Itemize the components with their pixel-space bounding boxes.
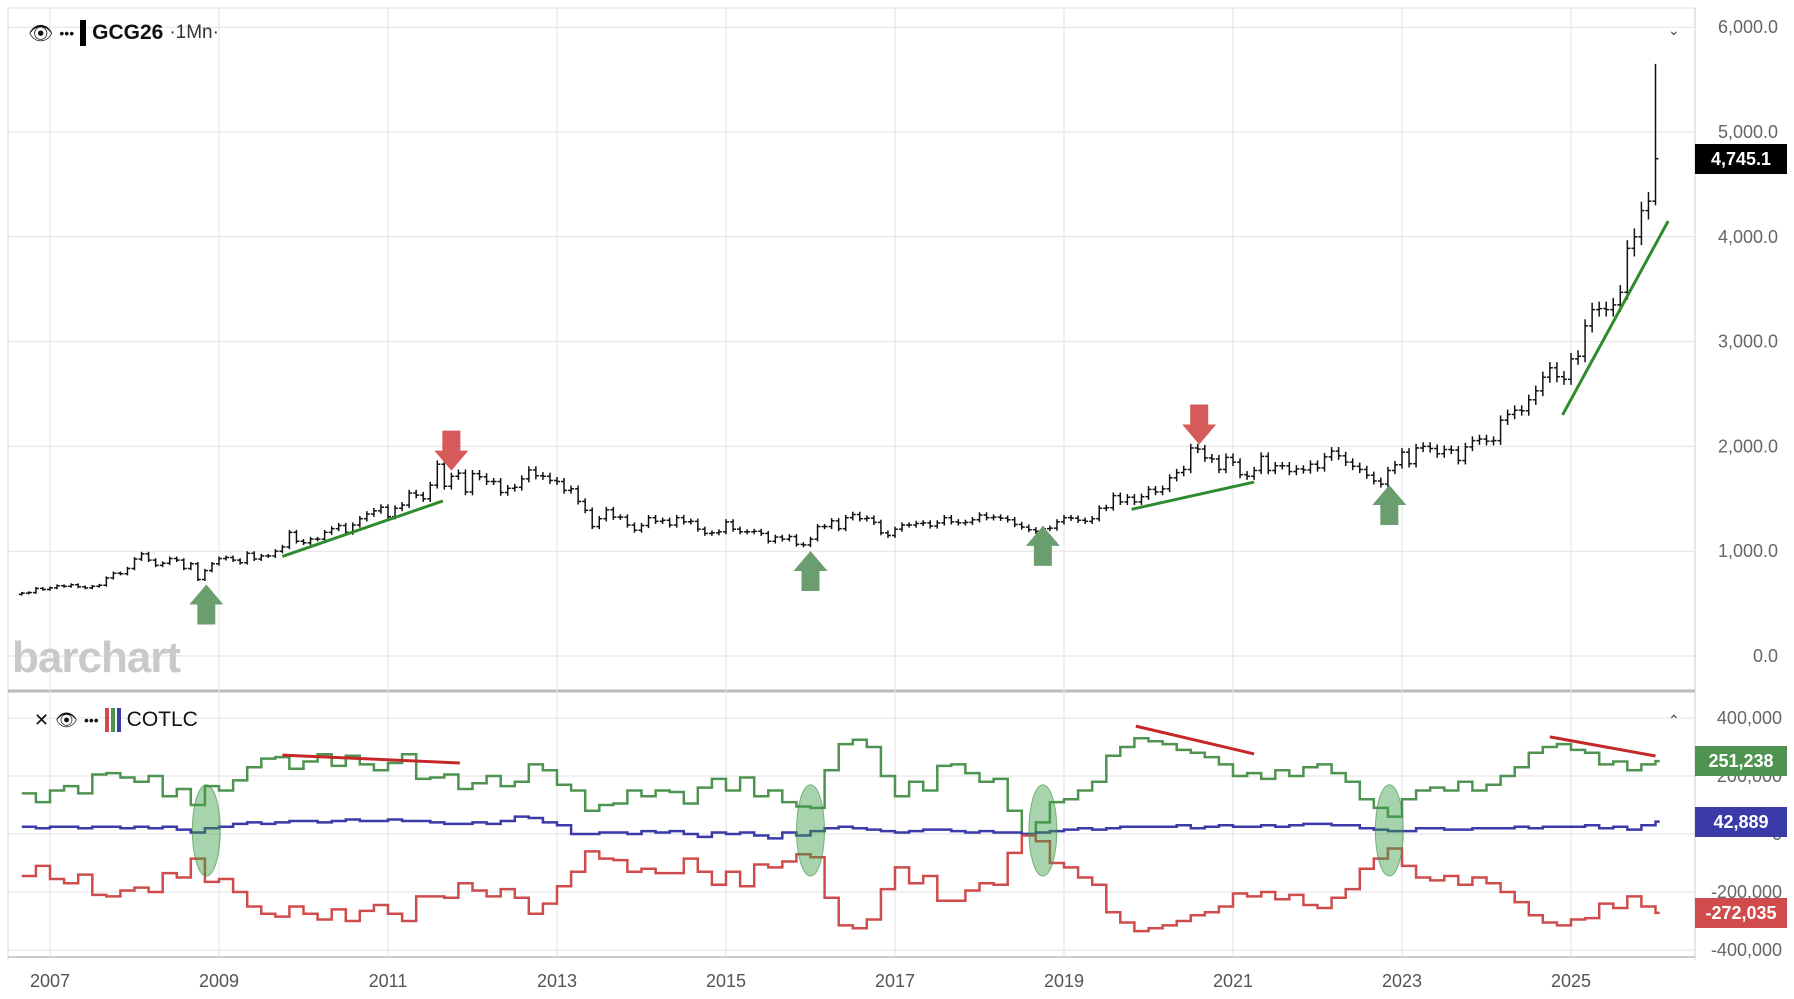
x-tick-label: 2015	[706, 971, 746, 991]
x-tick-label: 2023	[1382, 971, 1422, 991]
cot-tick-label: -200,000	[1711, 882, 1782, 902]
cot-highlight-ellipse	[191, 784, 221, 877]
x-tick-label: 2011	[369, 971, 408, 991]
last-price-label: 4,745.1	[1695, 144, 1787, 174]
up-arrow-icon	[1372, 485, 1407, 525]
cot-trendline	[282, 753, 460, 765]
cot-trendline	[1135, 724, 1255, 756]
symbol-label[interactable]: GCG26	[92, 21, 164, 44]
price-tick-label: 3,000.0	[1718, 332, 1778, 352]
up-arrow-icon	[189, 584, 224, 625]
down-arrow-icon	[1182, 404, 1217, 445]
red-series-value-label: -272,035	[1695, 898, 1787, 928]
price-tick-label: 0.0	[1753, 646, 1778, 666]
price-tick-label: 4,000.0	[1718, 227, 1778, 247]
cot-tick-label: -400,000	[1711, 940, 1782, 960]
cot-title: COTLC	[126, 708, 198, 731]
price-legend: 👁 ••• GCG26 ·1Mn·	[28, 20, 219, 46]
cot-highlight-ellipse	[796, 784, 825, 877]
blue-series-value-label: 42,889	[1695, 807, 1787, 837]
cot-trendline	[1549, 735, 1656, 758]
x-tick-label: 2017	[875, 971, 915, 991]
down-arrow-icon	[434, 430, 469, 471]
close-icon[interactable]: ✕	[34, 709, 50, 730]
barchart-watermark: barchart	[12, 633, 181, 682]
green-series-value-label: 251,238	[1695, 746, 1787, 776]
x-tick-label: 2013	[537, 971, 577, 991]
cot-highlight-ellipse	[1374, 784, 1404, 877]
cot-highlight-ellipse	[1028, 784, 1058, 877]
cot-series-icon	[104, 708, 121, 732]
period-label[interactable]: ·1Mn·	[169, 22, 219, 43]
x-tick-label: 2025	[1551, 971, 1591, 991]
collapse-chevron-down-icon[interactable]: ⌄	[1668, 22, 1680, 38]
price-tick-label: 6,000.0	[1718, 17, 1778, 37]
x-tick-label: 2007	[30, 971, 70, 991]
up-arrow-icon	[1025, 525, 1060, 566]
x-tick-label: 2019	[1044, 971, 1084, 991]
price-trendline	[281, 499, 444, 558]
bar-style-icon	[80, 20, 87, 46]
cot-blue-series	[21, 815, 1660, 840]
x-tick-label: 2021	[1213, 971, 1253, 991]
price-tick-label: 2,000.0	[1718, 436, 1778, 456]
price-tick-label: 1,000.0	[1718, 541, 1778, 561]
collapse-chevron-up-icon[interactable]: ⌃	[1668, 712, 1680, 728]
up-arrow-icon	[793, 551, 828, 592]
cot-red-series	[21, 834, 1660, 933]
eye-icon[interactable]: 👁	[28, 22, 54, 45]
price-trendline	[1131, 480, 1255, 511]
eye-icon[interactable]: 👁	[55, 709, 78, 730]
cot-tick-label: 400,000	[1717, 708, 1782, 728]
price-trendline	[1561, 220, 1670, 416]
ellipsis-icon[interactable]: •••	[59, 25, 75, 41]
x-tick-label: 2009	[199, 971, 239, 991]
ellipsis-icon[interactable]: •••	[83, 712, 99, 728]
cot-legend: ✕ 👁 ••• COTLC	[34, 708, 198, 732]
cot-green-series	[21, 737, 1660, 836]
price-tick-label: 5,000.0	[1718, 122, 1778, 142]
